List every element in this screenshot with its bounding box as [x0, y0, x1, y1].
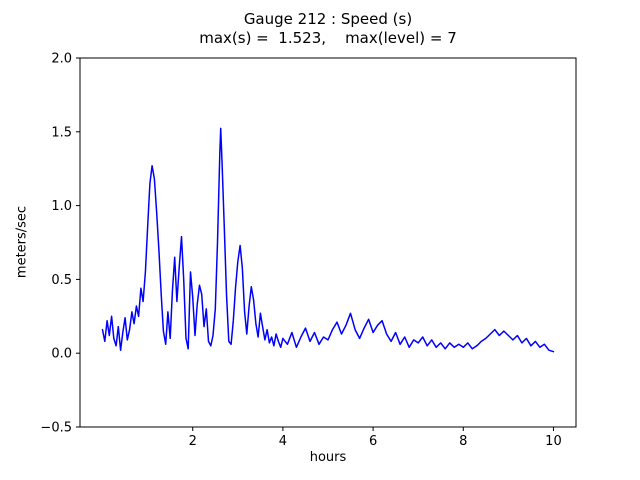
x-tick-label: 6: [369, 434, 377, 449]
title-block: Gauge 212 : Speed (s) max(s) = 1.523, ma…: [80, 10, 576, 48]
y-tick-label: −0.5: [40, 421, 72, 436]
chart-subtitle: max(s) = 1.523, max(level) = 7: [199, 29, 457, 47]
x-tick-label: 4: [279, 434, 287, 449]
x-tick-label: 2: [189, 434, 197, 449]
y-tick-label: 1.0: [51, 199, 72, 214]
x-axis-label: hours: [309, 450, 347, 465]
y-tick-label: 0.5: [51, 273, 72, 288]
y-tick-label: 1.5: [51, 125, 72, 140]
speed-line-series: [101, 127, 555, 353]
chart-title: Gauge 212 : Speed (s): [243, 10, 413, 28]
x-tick-label: 10: [545, 434, 562, 449]
y-tick-label: 2.0: [51, 52, 72, 67]
x-tick-label: 8: [459, 434, 467, 449]
plot-frame: [79, 57, 577, 428]
y-tick-label: 0.0: [51, 347, 72, 362]
